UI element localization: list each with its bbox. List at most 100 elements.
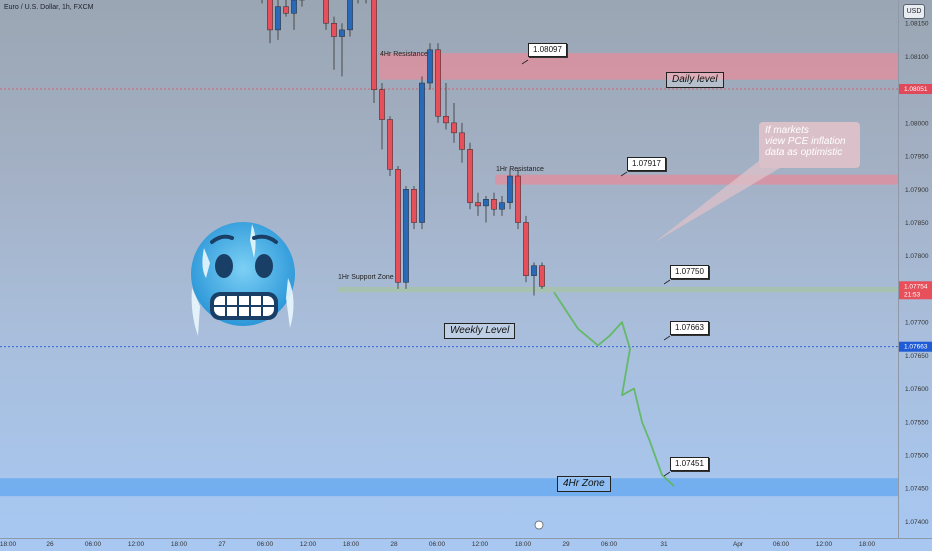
zone-label-4hr: 4Hr Zone: [557, 476, 611, 492]
callout-leader-2: [620, 171, 628, 177]
annotation-bubble: If markets view PCE inflation data as op…: [759, 122, 860, 168]
y-tick-label-10: 1.07700: [905, 320, 929, 327]
zone-4: [0, 478, 898, 497]
price-marker-time-2: 21:53: [904, 291, 921, 298]
y-tick-label-8: 1.07800: [905, 253, 929, 260]
candle-body-17: [387, 119, 393, 170]
candle-body-29: [483, 199, 489, 207]
y-tick-label-6: 1.07900: [905, 187, 929, 194]
candle-body-30: [491, 199, 497, 210]
candle-body-32: [507, 175, 513, 203]
callout-price-3: 1.07750: [670, 265, 709, 279]
x-tick-label-15: 06:00: [601, 541, 618, 548]
annotation-line-3: data as optimistic: [765, 147, 843, 158]
y-tick-label-11: 1.07650: [905, 353, 929, 360]
candle-body-12: [347, 0, 353, 31]
x-tick-label-18: 06:00: [773, 541, 790, 548]
candle-body-16: [379, 89, 385, 120]
zone-label-1hr-support: 1Hr Support Zone: [338, 274, 394, 281]
annotation-line-2: view PCE inflation: [765, 136, 846, 147]
y-tick-label-12: 1.07600: [905, 386, 929, 393]
candle-body-25: [451, 122, 457, 134]
x-tick-label-19: 12:00: [816, 541, 833, 548]
callout-price-2: 1.07917: [627, 157, 666, 171]
candle-body-22: [427, 49, 433, 84]
y-tick-label-2: 1.08100: [905, 54, 929, 61]
cold-face-emoji-icon: [191, 222, 295, 336]
x-tick-label-13: 18:00: [515, 541, 532, 548]
price-axis[interactable]: [898, 0, 932, 538]
x-tick-label-11: 06:00: [429, 541, 446, 548]
x-tick-label-9: 18:00: [343, 541, 360, 548]
projection-path: [553, 291, 675, 487]
annotation-line-1: If markets: [765, 125, 809, 136]
event-marker-icon: [534, 520, 544, 530]
y-tick-label-4: 1.08000: [905, 120, 929, 127]
price-marker-bg-2: [899, 281, 932, 300]
zone-1: [380, 53, 898, 80]
candle-body-10: [331, 22, 337, 37]
zone-label-4hr-resistance: 4Hr Resistance: [380, 51, 428, 58]
price-marker-bg-1: [899, 84, 932, 95]
callout-leader-3: [663, 279, 671, 285]
x-tick-label-4: 12:00: [128, 541, 145, 548]
candle-body-26: [459, 132, 465, 150]
x-tick-label-14: 29: [562, 541, 570, 548]
callout-price-5: 1.07451: [670, 457, 709, 471]
y-tick-label-16: 1.07400: [905, 519, 929, 526]
candle-body-11: [339, 29, 345, 37]
candle-body-5: [291, 0, 297, 14]
candle-body-15: [371, 0, 377, 90]
price-marker-bg-3: [899, 341, 932, 352]
candle-body-27: [467, 149, 473, 203]
x-tick-label-6: 27: [218, 541, 226, 548]
callout-leader-4: [663, 335, 671, 341]
zone-label-1hr-resistance: 1Hr Resistance: [496, 166, 544, 173]
callout-leader-5: [663, 471, 671, 477]
x-tick-label-1: 18:00: [0, 541, 17, 548]
candle-body-35: [531, 265, 537, 276]
candle-body-36: [539, 265, 545, 287]
candle-body-31: [499, 202, 505, 210]
y-tick-label-1: 1.08150: [905, 21, 929, 28]
x-tick-label-3: 06:00: [85, 541, 102, 548]
y-tick-label-7: 1.07850: [905, 220, 929, 227]
y-tick-label-5: 1.07950: [905, 154, 929, 161]
candle-body-2: [267, 0, 273, 31]
candle-body-9: [323, 0, 329, 24]
x-tick-label-5: 18:00: [171, 541, 188, 548]
symbol-title: Euro / U.S. Dollar, 1h, FXCM: [4, 4, 94, 11]
candle-body-4: [283, 6, 289, 14]
x-tick-label-17: Apr: [733, 541, 744, 548]
x-tick-label-8: 12:00: [300, 541, 317, 548]
time-axis[interactable]: [0, 538, 932, 551]
x-tick-label-16: 31: [660, 541, 668, 548]
y-tick-label-13: 1.07550: [905, 419, 929, 426]
candle-body-20: [411, 189, 417, 223]
candle-body-3: [275, 6, 281, 31]
y-tick-label-15: 1.07450: [905, 486, 929, 493]
x-tick-label-10: 28: [390, 541, 398, 548]
candle-body-28: [475, 202, 481, 207]
x-tick-label-7: 06:00: [257, 541, 274, 548]
candle-body-23: [435, 49, 441, 117]
candle-body-21: [419, 82, 425, 223]
callout-price-4: 1.07663: [670, 321, 709, 335]
x-tick-label-2: 26: [46, 541, 54, 548]
callout-price-1: 1.08097: [528, 43, 567, 57]
candle-body-34: [523, 222, 529, 276]
weekly-level-label: Weekly Level: [444, 323, 516, 339]
annotation-pointer: [655, 160, 780, 242]
price-marker-2: 1.07754: [904, 283, 928, 290]
zone-2: [495, 174, 898, 185]
candle-body-24: [443, 115, 449, 124]
candle-body-18: [395, 169, 401, 283]
y-tick-label-14: 1.07500: [905, 452, 929, 459]
candle-body-33: [515, 175, 521, 223]
x-tick-label-12: 12:00: [472, 541, 489, 548]
price-marker-3: 1.07663: [904, 344, 928, 351]
candle-body-19: [403, 189, 409, 283]
currency-button[interactable]: USD: [903, 4, 925, 19]
